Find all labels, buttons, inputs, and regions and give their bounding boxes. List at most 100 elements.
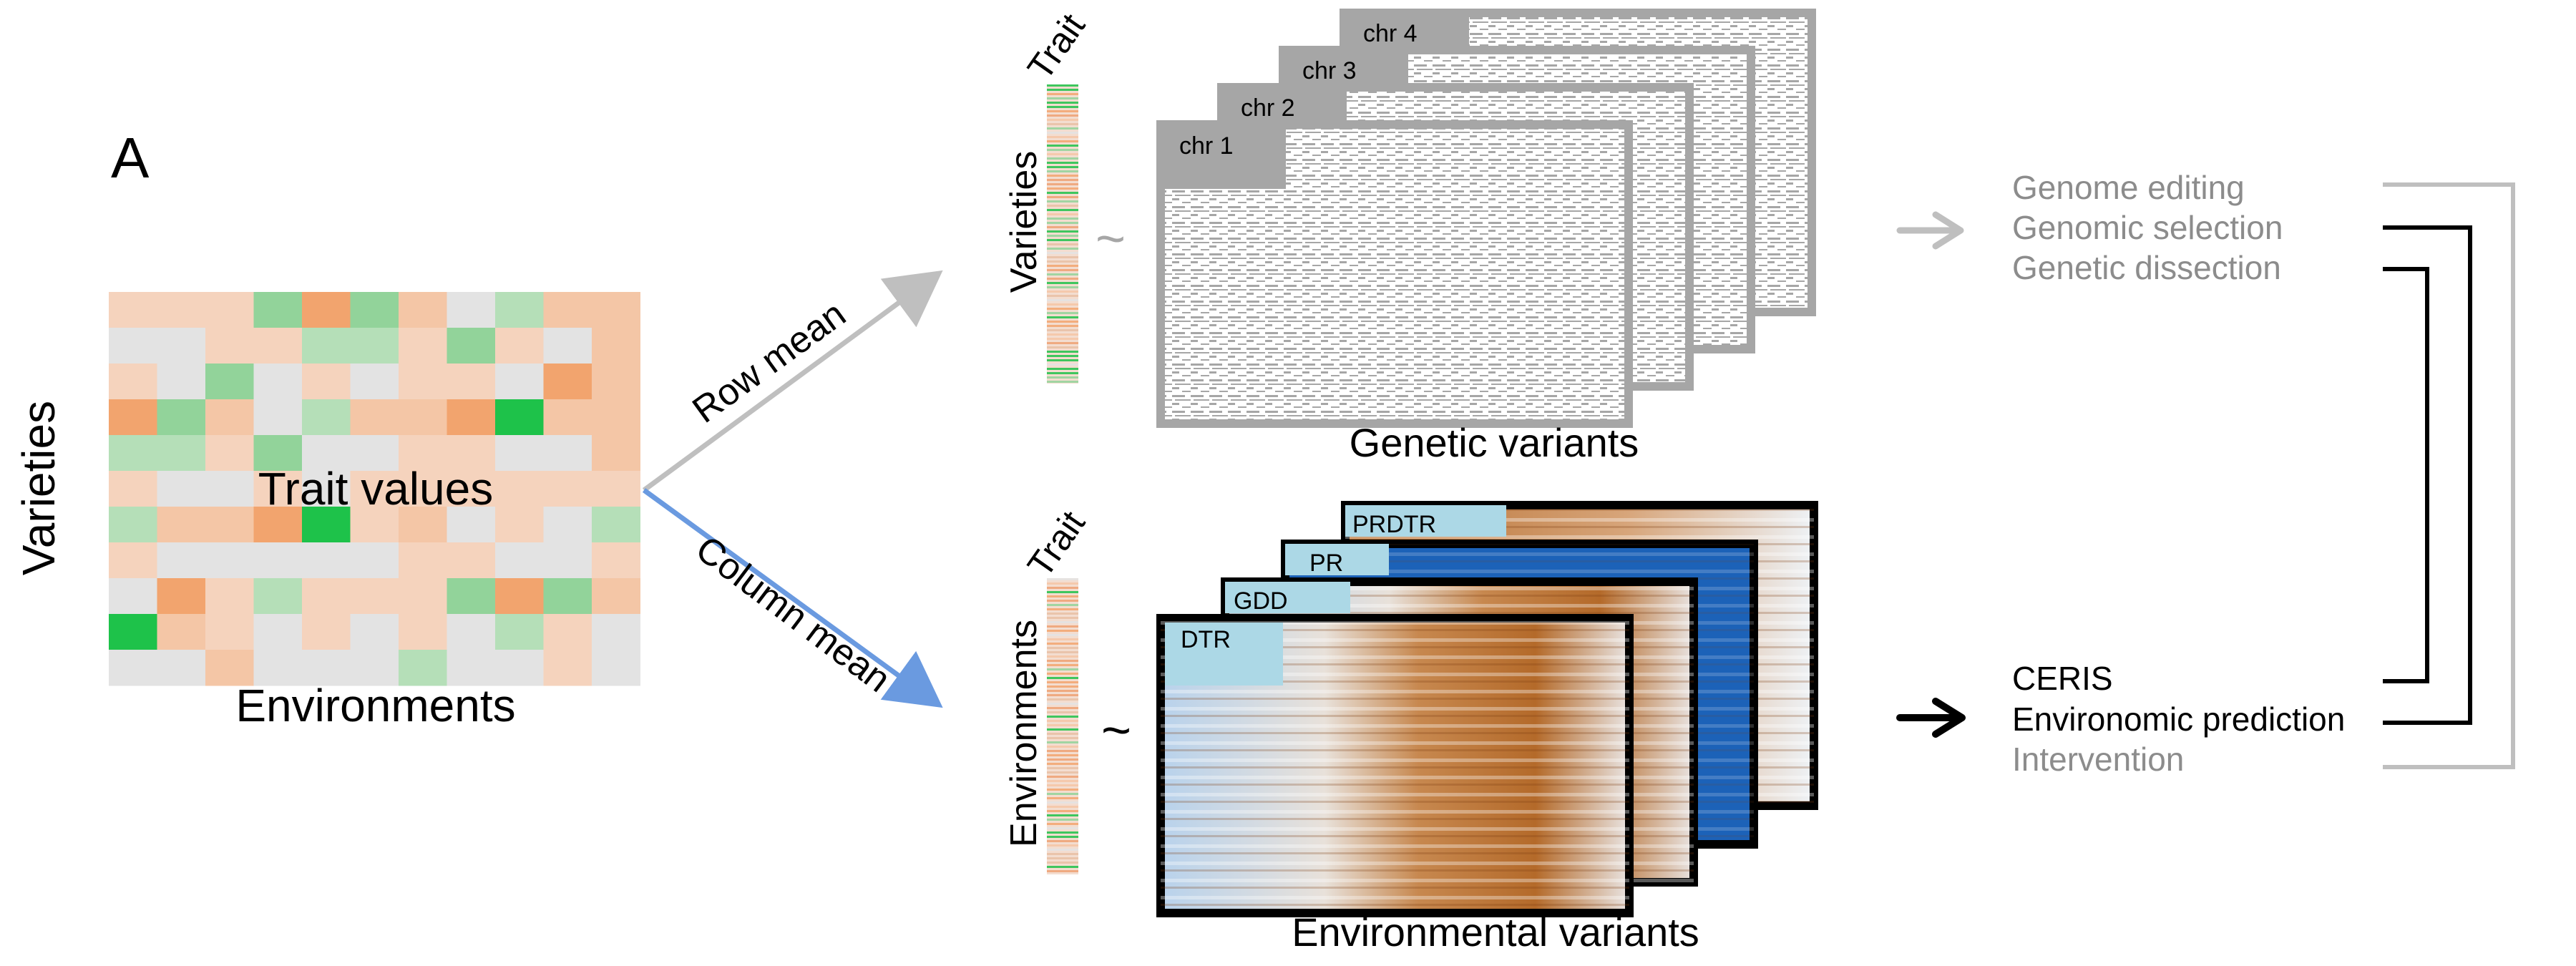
matrix-cell [592, 614, 640, 650]
matrix-cell [399, 364, 447, 400]
matrix-cell [157, 507, 206, 543]
matrix-cell [543, 399, 592, 436]
matrix-cell [205, 507, 254, 543]
matrix-cell [205, 328, 254, 364]
matrix-cell [447, 328, 496, 364]
matrix-cell [399, 471, 447, 507]
matrix-cell [543, 650, 592, 686]
matrix-cell [543, 471, 592, 507]
matrix-cell [447, 507, 496, 543]
app-genome-editing: Genome editing [2012, 169, 2245, 206]
app-intervention: Intervention [2012, 741, 2184, 778]
matrix-cell [447, 399, 496, 436]
matrix-cell [302, 292, 351, 328]
matrix-cell [543, 435, 592, 472]
matrix-cell [592, 507, 640, 543]
genetic-variants-label: Genetic variants [1350, 420, 1639, 465]
matrix-cell [109, 578, 157, 615]
matrix-cell [253, 292, 303, 328]
matrix-cell [205, 471, 254, 507]
matrix-cell [109, 542, 157, 579]
bracket-genome-editing-intervention [2383, 182, 2515, 769]
matrix-cell [495, 435, 544, 472]
matrix-cell [495, 399, 544, 436]
environmental-variant-stack: PRDTR PR GDD DTR [1156, 501, 1818, 917]
matrix-cell [350, 507, 399, 543]
matrix-cell [592, 292, 640, 328]
matrix-cell [302, 507, 351, 543]
env-axis-label: Environments [1003, 620, 1045, 847]
matrix-cell [592, 650, 640, 686]
matrix-cell [350, 364, 399, 400]
matrix-cell [253, 399, 303, 436]
matrix-cell [495, 471, 544, 507]
chromosome-panel-1: chr 1 [1156, 120, 1633, 428]
matrix-cell [447, 435, 496, 472]
env-layer-label-gdd: GDD [1234, 587, 1288, 615]
matrix-cell [109, 399, 157, 436]
matrix-cell [253, 328, 303, 364]
matrix-cell [399, 542, 447, 579]
matrix-cell [205, 578, 254, 615]
matrix-cell [253, 578, 303, 615]
genetic-trait-bar [1047, 84, 1078, 384]
env-layer-label-prdtr: PRDTR [1352, 511, 1436, 538]
matrix-cell [205, 614, 254, 650]
matrix-cell [495, 364, 544, 400]
matrix-cell [495, 614, 544, 650]
chromosome-label-2: chr 2 [1241, 94, 1295, 122]
app-genomic-selection: Genomic selection [2012, 209, 2283, 246]
bracket-selection-prediction [2383, 225, 2472, 725]
matrix-cell [109, 650, 157, 686]
matrix-cell [205, 435, 254, 472]
matrix-cell [350, 578, 399, 615]
matrix-cell [157, 364, 206, 400]
env-layer-dtr: DTR [1156, 614, 1634, 917]
matrix-cell [543, 578, 592, 615]
matrix-cell [253, 364, 303, 400]
matrix-cell [350, 542, 399, 579]
matrix-cell [253, 435, 303, 472]
matrix-cell [157, 650, 206, 686]
matrix-cell [109, 292, 157, 328]
matrix-cell [205, 542, 254, 579]
panel-label: A [111, 126, 150, 190]
genetic-axis-label: Varieties [1003, 151, 1045, 293]
matrix-cell [447, 614, 496, 650]
matrix-cell [543, 364, 592, 400]
matrix-cell [447, 364, 496, 400]
matrix-cell [253, 542, 303, 579]
matrix-cell [350, 292, 399, 328]
matrix-cell [157, 614, 206, 650]
matrix-cell [253, 650, 303, 686]
matrix-cell [205, 399, 254, 436]
matrix-cell [302, 328, 351, 364]
matrix-cell [350, 650, 399, 686]
matrix-cell [302, 578, 351, 615]
env-application-arrow [1896, 698, 1966, 738]
genetic-tilde: ~ [1096, 210, 1126, 268]
matrix-cell [157, 328, 206, 364]
matrix-cell [157, 471, 206, 507]
matrix-cell [205, 364, 254, 400]
bracket-dissection-ceris [2383, 267, 2429, 683]
env-variants-label: Environmental variants [1292, 909, 1699, 955]
matrix-cell [302, 435, 351, 472]
matrix-cell [399, 578, 447, 615]
env-trait-label: Trait [1020, 504, 1093, 585]
matrix-cell [253, 471, 303, 507]
matrix-cell [592, 435, 640, 472]
matrix-cell [495, 328, 544, 364]
matrix-center-label: Trait values [258, 463, 493, 514]
matrix-cell [495, 542, 544, 579]
matrix-cell [157, 399, 206, 436]
matrix-cell [495, 578, 544, 615]
matrix-cell [253, 614, 303, 650]
matrix-cell [109, 507, 157, 543]
matrix-cell [302, 399, 351, 436]
matrix-cell [157, 542, 206, 579]
matrix-cell [543, 292, 592, 328]
matrix-cell [495, 650, 544, 686]
matrix-cell [109, 364, 157, 400]
